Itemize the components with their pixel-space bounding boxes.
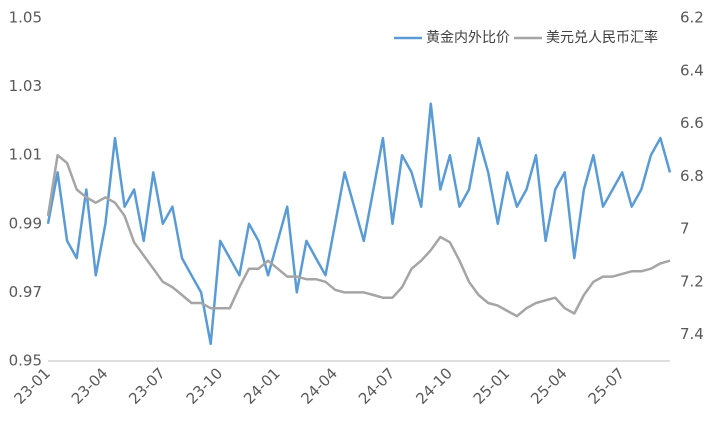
x-tick-label: 25-07 — [585, 364, 629, 408]
legend-label: 美元兑人民币汇率 — [546, 29, 658, 46]
y2-tick-label: 7 — [680, 220, 690, 238]
x-tick-label: 24-07 — [355, 364, 399, 408]
y-tick-label: 1.05 — [9, 9, 42, 27]
y-tick-label: 1.03 — [9, 77, 42, 95]
x-tick-label: 23-04 — [68, 364, 112, 408]
y-tick-label: 1.01 — [9, 146, 42, 164]
y-tick-label: 0.99 — [9, 214, 42, 232]
y2-tick-label: 6.8 — [680, 167, 704, 185]
y-tick-label: 0.97 — [9, 283, 42, 301]
legend-label: 黄金内外比价 — [426, 29, 510, 46]
y2-tick-label: 6.2 — [680, 9, 704, 27]
x-tick-label: 24-10 — [412, 364, 456, 408]
y2-tick-label: 7.2 — [680, 272, 704, 290]
legend: 黄金内外比价 美元兑人民币汇率 — [394, 29, 658, 46]
x-tick-label: 23-01 — [10, 364, 54, 408]
x-tick-label: 25-04 — [527, 364, 571, 408]
series-line — [46, 102, 672, 346]
y2-tick-label: 6.4 — [680, 61, 704, 79]
y2-tick-label: 6.6 — [680, 114, 704, 132]
x-tick-label: 25-01 — [470, 364, 514, 408]
y2-tick-label: 7.4 — [680, 325, 704, 343]
y-tick-label: 0.95 — [9, 352, 42, 370]
x-tick-label: 24-04 — [298, 364, 342, 408]
x-tick-label: 24-01 — [240, 364, 284, 408]
x-tick-label: 23-07 — [125, 364, 169, 408]
series-line — [46, 153, 671, 318]
x-tick-label: 23-10 — [183, 364, 227, 408]
